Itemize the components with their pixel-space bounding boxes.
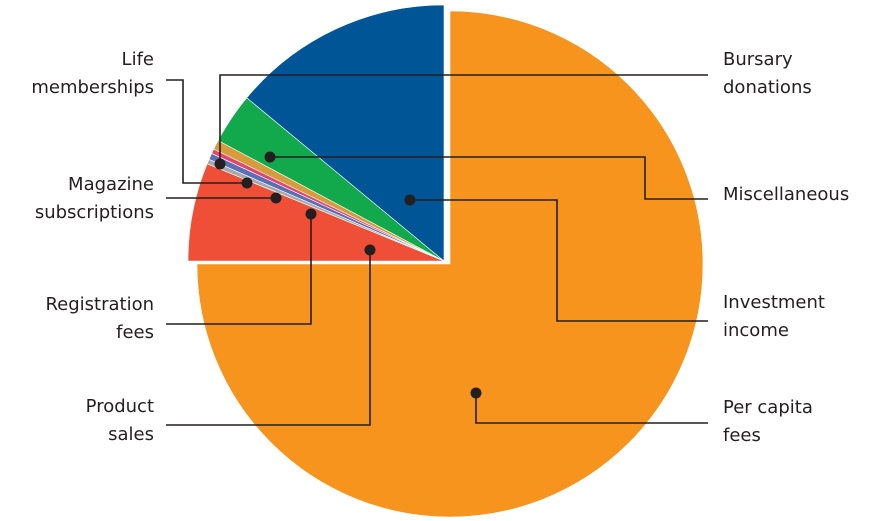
slice-per-capita-fees <box>196 10 704 518</box>
leader-line-life-memberships <box>166 79 247 184</box>
leader-lines <box>166 74 708 426</box>
leader-dot-magazine-subscriptions <box>270 192 282 204</box>
leader-dots <box>214 151 482 399</box>
leader-line-per-capita-fees <box>475 393 708 424</box>
leader-dot-per-capita-fees <box>470 387 482 399</box>
leader-line-product-sales <box>166 250 371 426</box>
leader-dot-investment-income <box>404 194 416 206</box>
leader-dot-miscellaneous <box>264 151 276 163</box>
leader-line-investment-income <box>410 199 708 322</box>
label-bursary-donations: Bursary donations <box>723 49 812 98</box>
label-magazine-subscriptions: Magazine subscriptions <box>35 174 154 223</box>
label-investment-income: Investment income <box>723 292 825 341</box>
slice-investment-income <box>246 4 445 262</box>
leader-dot-registration-fees <box>305 208 317 220</box>
leader-line-bursary-donations <box>219 74 708 164</box>
label-miscellaneous: Miscellaneous <box>723 184 849 205</box>
leader-line-miscellaneous <box>270 156 708 200</box>
label-product-sales: Product sales <box>86 396 154 445</box>
leader-dot-life-memberships <box>241 177 253 189</box>
leader-dot-bursary-donations <box>214 158 226 170</box>
leader-dot-product-sales <box>364 244 376 256</box>
label-registration-fees: Registration fees <box>45 294 154 343</box>
leader-line-registration-fees <box>166 214 312 325</box>
label-life-memberships: Life memberships <box>31 49 154 98</box>
label-per-capita-fees: Per capita fees <box>723 397 813 446</box>
slice-labels: Per capita fees Product sales Registration fe… <box>31 49 849 446</box>
pie-slices <box>187 4 704 518</box>
